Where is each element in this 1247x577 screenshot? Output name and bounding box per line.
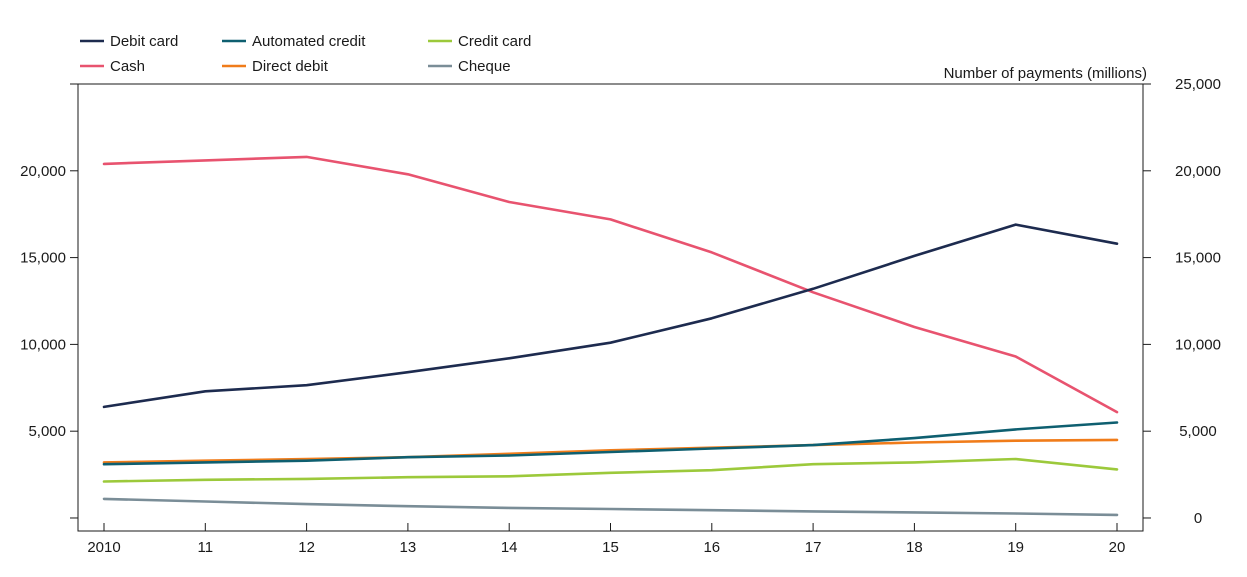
y-tick-label-right: 5,000 [1179, 423, 1217, 440]
y-tick-label-right: 15,000 [1175, 250, 1221, 267]
y-tick-label-left: 20,000 [20, 163, 66, 180]
legend-label-automated-credit: Automated credit [252, 33, 366, 50]
y-tick-label-right: 0 [1194, 510, 1202, 527]
y-tick-label-right: 25,000 [1175, 76, 1221, 93]
y-tick-label-left: 15,000 [20, 250, 66, 267]
series-line-cash [102, 155, 1119, 414]
x-tick-label: 11 [198, 539, 214, 556]
x-tick-label: 20 [1109, 539, 1126, 556]
y-tick-label-right: 20,000 [1175, 163, 1221, 180]
y-axis-title: Number of payments (millions) [944, 65, 1147, 82]
x-tick-label: 17 [805, 539, 822, 556]
x-tick-label: 16 [703, 539, 720, 556]
series-line-direct-debit [102, 438, 1119, 464]
legend-label-cheque: Cheque [458, 58, 511, 75]
x-tick-label: 2010 [87, 539, 120, 556]
legend-label-debit-card: Debit card [110, 33, 178, 50]
series-line-credit-card [102, 457, 1119, 483]
y-tick-label-left: 5,000 [28, 423, 66, 440]
y-tick-label-right: 10,000 [1175, 336, 1221, 353]
x-tick-label: 14 [501, 539, 518, 556]
series-line-cheque [102, 497, 1119, 517]
x-tick-label: 19 [1007, 539, 1024, 556]
plot-frame [77, 83, 1144, 532]
series-lines [102, 155, 1119, 517]
series-line-debit-card [102, 223, 1119, 409]
axis-ticks: 0 5,000 5,000 10,000 10,000 15,000 15,000 20,00… [20, 76, 1221, 556]
legend: Debit card Automated credit Credit card Cas… [80, 33, 531, 75]
y-tick-label-left: 10,000 [20, 336, 66, 353]
x-tick-label: 18 [906, 539, 923, 556]
x-tick-label: 13 [400, 539, 417, 556]
x-tick-label: 15 [602, 539, 619, 556]
legend-label-direct-debit: Direct debit [252, 58, 329, 75]
series-line-automated-credit [102, 421, 1119, 466]
legend-label-cash: Cash [110, 58, 145, 75]
x-tick-label: 12 [298, 539, 315, 556]
legend-label-credit-card: Credit card [458, 33, 531, 50]
